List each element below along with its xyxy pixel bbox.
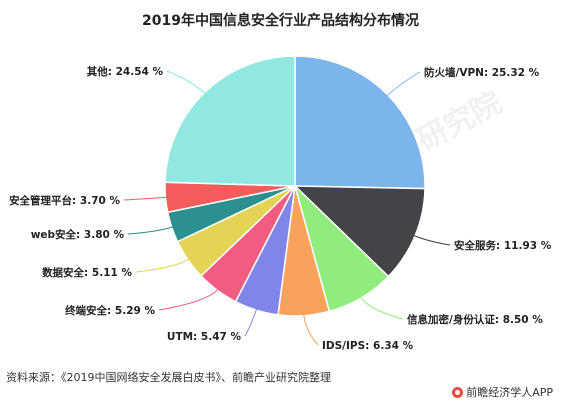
- leader-line: [359, 295, 404, 320]
- leader-line: [386, 71, 421, 97]
- leader-line: [166, 70, 207, 95]
- leader-line: [158, 288, 219, 311]
- leader-line: [244, 308, 258, 337]
- slice-label: IDS/IPS: 6.34 %: [322, 340, 414, 352]
- slice-label: 防火墙/VPN: 25.32 %: [424, 66, 540, 79]
- slice-label: 数据安全: 5.11 %: [41, 266, 132, 279]
- leader-line: [123, 196, 168, 201]
- slice-label: 信息加密/身份认证: 8.50 %: [407, 313, 543, 326]
- slice-label: UTM: 5.47 %: [167, 331, 242, 343]
- leader-line: [135, 258, 190, 273]
- source-note: 资料来源：《2019中国网络安全发展白皮书》、前瞻产业研究院整理: [6, 371, 331, 384]
- leader-line: [412, 234, 451, 246]
- leader-line: [303, 313, 319, 346]
- brand-logo-icon: [452, 386, 464, 398]
- slice-label: 安全服务: 11.93 %: [454, 239, 552, 252]
- leader-line: [127, 226, 174, 235]
- slice-label: 安全管理平台: 3.70 %: [9, 194, 120, 207]
- slice-label: 其他: 24.54 %: [87, 65, 164, 78]
- pie-slice: [164, 55, 296, 187]
- chart-title: 2019年中国信息安全行业产品结构分布情况: [142, 13, 419, 29]
- slice-label: web安全: 3.80 %: [31, 228, 125, 241]
- brand: 前瞻经济学人APP: [452, 384, 553, 400]
- pie-slice: [294, 55, 426, 190]
- slice-label: 终端安全: 5.29 %: [65, 304, 155, 317]
- brand-label: 前瞻经济学人APP: [466, 386, 553, 399]
